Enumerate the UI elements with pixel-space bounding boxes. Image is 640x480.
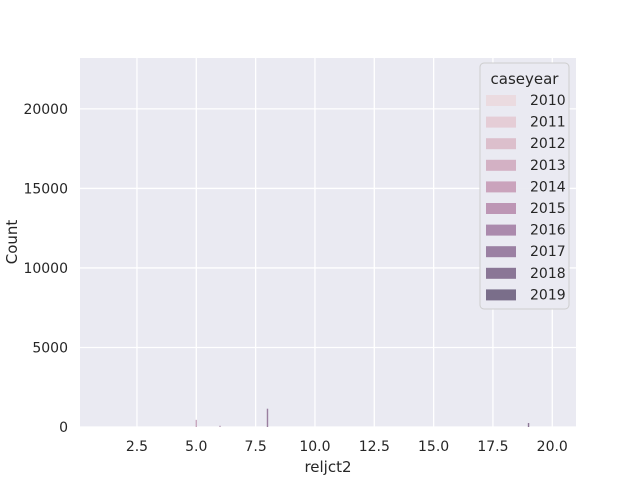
y-tick-label: 5000 (32, 340, 68, 356)
legend-swatch (486, 159, 516, 171)
y-axis-label: Count (3, 220, 21, 265)
legend: caseyear 2010 2011 2012 2013 2014 2015 2016 2017… (479, 62, 570, 310)
legend-swatch (486, 203, 516, 214)
y-tick-label: 10000 (23, 261, 68, 277)
y-tick-label: 0 (59, 420, 68, 436)
legend-entry: 2019 (530, 287, 566, 303)
legend-swatch (486, 267, 516, 279)
legend-swatch (486, 116, 516, 128)
legend-entry: 2017 (530, 244, 566, 260)
legend-swatch (486, 246, 516, 258)
legend-entry: 2016 (530, 223, 566, 239)
legend-swatch (486, 224, 516, 236)
legend-entry: 2010 (530, 93, 566, 109)
bar (527, 423, 530, 427)
bars (195, 408, 530, 427)
x-tick-label: 7.5 (244, 439, 266, 455)
y-tick-label: 20000 (23, 102, 68, 118)
legend-swatch (486, 95, 516, 106)
x-tick-label: 12.5 (359, 439, 390, 455)
bar (195, 419, 197, 427)
x-tick-label: 10.0 (299, 439, 330, 455)
x-axis-ticks: 2.5 5.0 7.5 10.0 12.5 15.0 17.5 20.0 (126, 439, 568, 455)
legend-entry: 2015 (530, 201, 566, 217)
legend-entry: 2018 (530, 266, 566, 282)
legend-entry: 2012 (530, 136, 566, 152)
x-axis-label: reljct2 (304, 458, 351, 476)
legend-title: caseyear (491, 70, 560, 88)
x-tick-label: 20.0 (537, 439, 568, 455)
x-tick-label: 15.0 (418, 439, 449, 455)
legend-entry: 2013 (530, 158, 566, 174)
y-axis-ticks: 0 5000 10000 15000 20000 (23, 102, 68, 436)
legend-entry: 2014 (530, 179, 566, 195)
x-tick-label: 17.5 (477, 439, 508, 455)
x-tick-label: 5.0 (185, 439, 207, 455)
bar (219, 425, 221, 427)
legend-swatch (486, 138, 516, 150)
bar (266, 408, 269, 427)
legend-swatch (486, 289, 516, 301)
legend-entry: 2011 (530, 115, 566, 131)
y-tick-label: 15000 (23, 181, 68, 197)
legend-swatch (486, 181, 516, 193)
x-tick-label: 2.5 (126, 439, 148, 455)
